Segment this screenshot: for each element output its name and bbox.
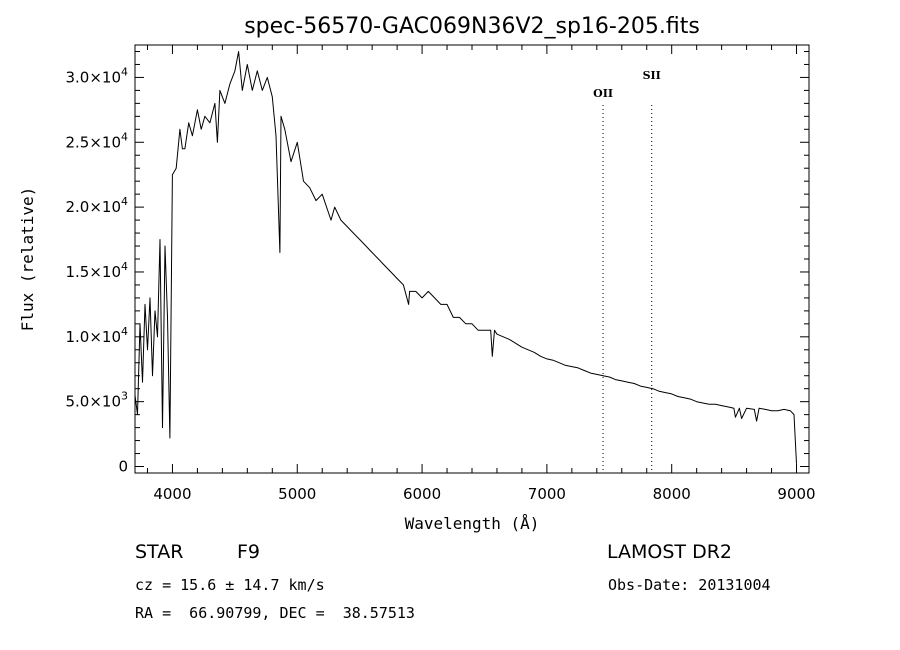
x-tick-label: 8000 — [653, 485, 691, 503]
x-tick-label: 4000 — [153, 485, 191, 503]
y-tick-label: 1.0×104 — [65, 325, 128, 346]
object-class: STAR — [135, 541, 184, 563]
sky-coordinates: RA = 66.90799, DEC = 38.57513 — [135, 604, 415, 622]
spectral-line-label: SII — [643, 69, 661, 82]
spectral-subclass: F9 — [237, 541, 261, 563]
spectral-line-markers: OII SII — [593, 69, 661, 473]
redshift-velocity: cz = 15.6 ± 14.7 km/s — [135, 576, 325, 594]
y-axis-label: Flux (relative) — [18, 187, 37, 332]
x-tick-label: 6000 — [403, 485, 441, 503]
x-tick-label: 5000 — [278, 485, 316, 503]
axis-ticks: 4000 5000 6000 7000 8000 9000 0 5.0×103 1.0×104 1… — [65, 45, 816, 503]
spectrum-series — [134, 51, 797, 464]
y-tick-label: 1.5×104 — [65, 260, 128, 281]
y-tick-label: 5.0×103 — [65, 390, 128, 411]
y-tick-label: 2.5×104 — [65, 130, 128, 151]
y-tick-label: 2.0×104 — [65, 195, 128, 216]
survey-name: LAMOST DR2 — [607, 541, 732, 563]
chart-title: spec-56570-GAC069N36V2_sp16-205.fits — [244, 14, 700, 39]
x-axis-label: Wavelength (Å) — [405, 514, 540, 533]
spectral-line-label: OII — [593, 87, 613, 100]
y-tick-label: 3.0×104 — [65, 65, 128, 86]
observation-date: Obs-Date: 20131004 — [608, 576, 771, 594]
spectrum-line — [134, 51, 797, 464]
plot-frame — [134, 44, 810, 474]
x-tick-label: 9000 — [777, 485, 815, 503]
x-tick-label: 7000 — [528, 485, 566, 503]
y-tick-label: 0 — [118, 458, 128, 476]
